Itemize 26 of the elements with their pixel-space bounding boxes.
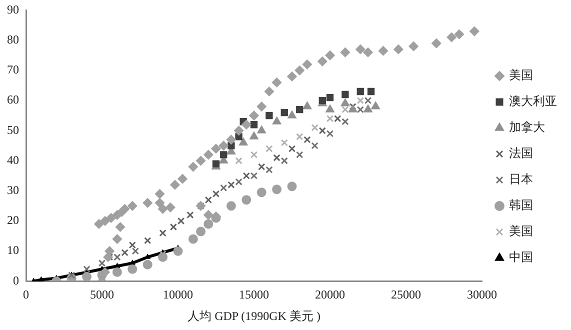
legend-label: 美国: [509, 224, 533, 238]
y-tick-label: 90: [7, 2, 19, 16]
y-tick-label: 0: [13, 273, 19, 288]
y-tick-label: 30: [7, 183, 19, 198]
x-tick-label: 20000: [315, 288, 345, 302]
y-tick-label: 50: [7, 122, 19, 137]
legend-label: 加拿大: [509, 120, 545, 134]
x-axis-title: 人均 GDP (1990GK 美元 ): [188, 308, 320, 323]
legend-label: 韩国: [509, 198, 533, 212]
y-tick-label: 40: [7, 152, 19, 167]
x-tick-label: 0: [23, 288, 29, 302]
legend-label: 中国: [509, 250, 533, 264]
x-tick-label: 5000: [90, 288, 114, 302]
x-tick-label: 25000: [391, 288, 421, 302]
x-tick-label: 30000: [467, 288, 497, 302]
y-tick-label: 60: [7, 92, 19, 107]
y-tick-label: 20: [7, 213, 19, 228]
y-tick-label: 70: [7, 62, 19, 77]
x-tick-label: 10000: [163, 288, 193, 302]
y-tick-label: 10: [7, 243, 19, 258]
legend-label: 法国: [509, 146, 533, 160]
legend-label: 美国: [509, 68, 533, 82]
legend-label: 澳大利亚: [509, 94, 557, 108]
y-tick-label: 80: [7, 32, 19, 46]
legend-label: 日本: [509, 172, 533, 186]
x-tick-label: 15000: [239, 288, 269, 302]
